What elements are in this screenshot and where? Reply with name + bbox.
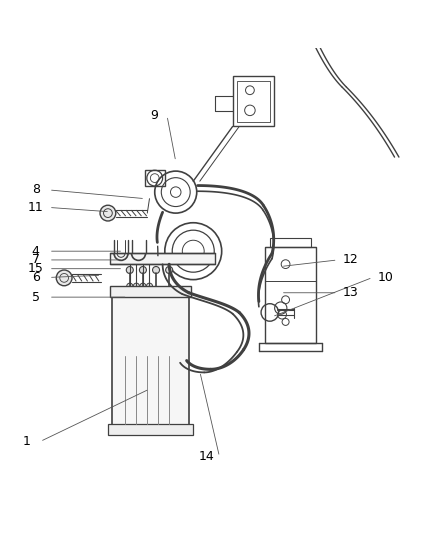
- Circle shape: [56, 270, 72, 286]
- Circle shape: [146, 283, 152, 289]
- Text: 8: 8: [32, 183, 39, 197]
- Text: 12: 12: [342, 253, 358, 266]
- Text: 9: 9: [150, 109, 157, 122]
- Text: 1: 1: [23, 435, 31, 448]
- Bar: [110, 286, 191, 297]
- Circle shape: [140, 283, 146, 289]
- Circle shape: [152, 266, 159, 273]
- Text: 11: 11: [28, 201, 43, 214]
- Circle shape: [126, 266, 133, 273]
- Bar: [269, 238, 311, 247]
- Text: 5: 5: [32, 290, 39, 304]
- Text: 10: 10: [377, 271, 393, 284]
- Text: 6: 6: [32, 271, 39, 284]
- Bar: [237, 80, 269, 122]
- Text: 13: 13: [342, 286, 358, 299]
- Circle shape: [139, 266, 146, 273]
- Circle shape: [100, 205, 116, 221]
- Circle shape: [127, 283, 133, 289]
- Bar: [145, 170, 164, 185]
- Bar: [232, 76, 274, 126]
- Bar: [110, 253, 215, 264]
- Bar: [108, 424, 193, 435]
- Text: 7: 7: [32, 253, 39, 266]
- Text: 4: 4: [32, 245, 39, 257]
- Bar: [112, 297, 188, 429]
- Text: 15: 15: [28, 262, 43, 275]
- Circle shape: [133, 283, 139, 289]
- Bar: [265, 247, 315, 343]
- Text: 14: 14: [198, 450, 214, 463]
- Circle shape: [165, 266, 172, 273]
